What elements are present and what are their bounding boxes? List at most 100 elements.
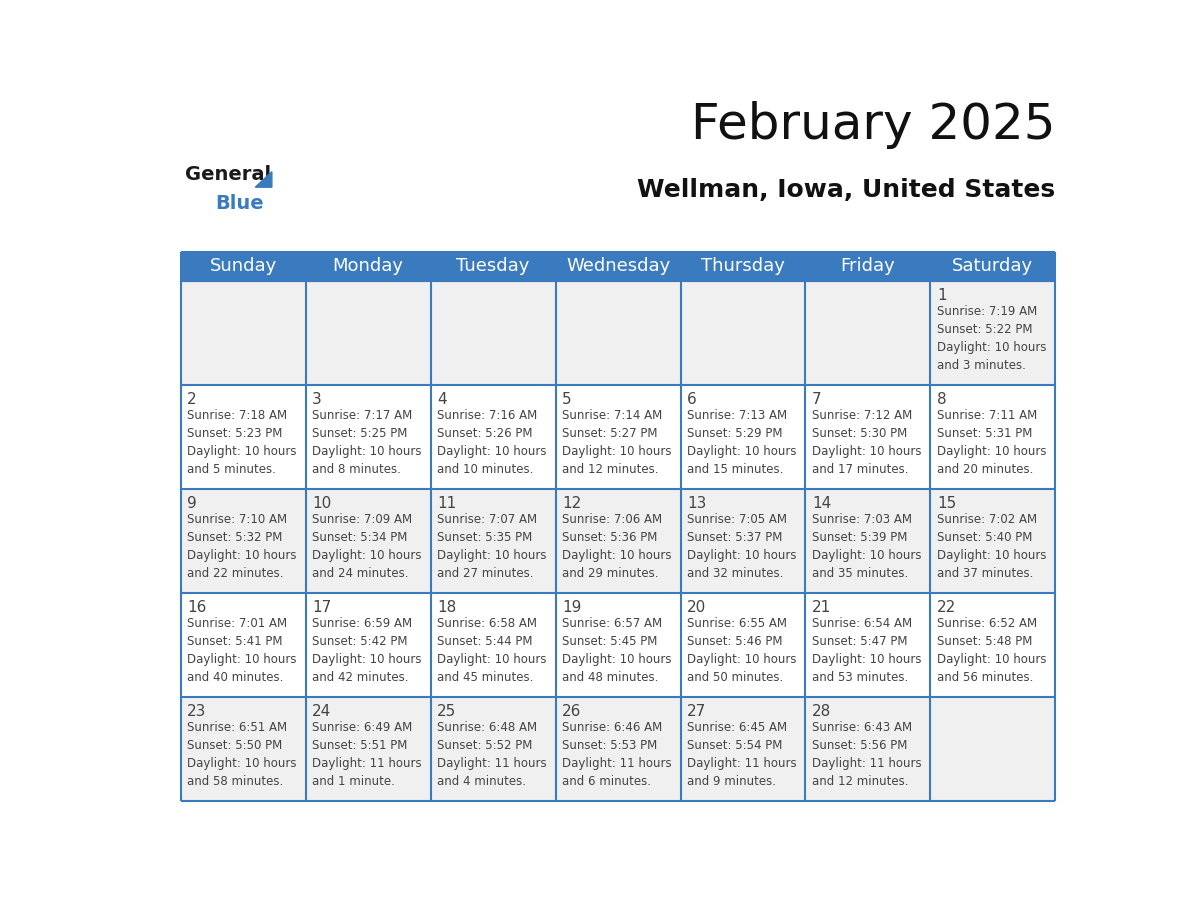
Text: Daylight: 10 hours: Daylight: 10 hours xyxy=(937,341,1047,354)
Text: 26: 26 xyxy=(562,704,581,720)
Text: 9: 9 xyxy=(188,497,197,511)
Polygon shape xyxy=(255,172,272,187)
Text: and 12 minutes.: and 12 minutes. xyxy=(562,464,658,476)
Text: Sunrise: 7:19 AM: Sunrise: 7:19 AM xyxy=(937,305,1037,318)
Text: 23: 23 xyxy=(188,704,207,720)
Text: Sunrise: 6:45 AM: Sunrise: 6:45 AM xyxy=(687,721,788,733)
Text: and 24 minutes.: and 24 minutes. xyxy=(312,567,409,580)
Text: Sunset: 5:45 PM: Sunset: 5:45 PM xyxy=(562,635,657,648)
Text: Sunset: 5:27 PM: Sunset: 5:27 PM xyxy=(562,427,657,440)
Text: and 3 minutes.: and 3 minutes. xyxy=(937,359,1025,373)
Text: Daylight: 10 hours: Daylight: 10 hours xyxy=(937,549,1047,562)
Text: Friday: Friday xyxy=(841,257,896,275)
Text: and 45 minutes.: and 45 minutes. xyxy=(437,671,533,685)
Text: and 56 minutes.: and 56 minutes. xyxy=(937,671,1034,685)
Text: and 22 minutes.: and 22 minutes. xyxy=(188,567,284,580)
Text: Daylight: 11 hours: Daylight: 11 hours xyxy=(687,757,797,770)
Text: Sunset: 5:53 PM: Sunset: 5:53 PM xyxy=(562,739,657,752)
Text: Sunrise: 6:54 AM: Sunrise: 6:54 AM xyxy=(811,617,912,630)
Text: Daylight: 11 hours: Daylight: 11 hours xyxy=(312,757,422,770)
Text: Daylight: 11 hours: Daylight: 11 hours xyxy=(437,757,546,770)
Text: Daylight: 10 hours: Daylight: 10 hours xyxy=(437,445,546,458)
Text: and 10 minutes.: and 10 minutes. xyxy=(437,464,533,476)
Text: Daylight: 10 hours: Daylight: 10 hours xyxy=(937,654,1047,666)
Text: 13: 13 xyxy=(687,497,707,511)
Text: Daylight: 10 hours: Daylight: 10 hours xyxy=(937,445,1047,458)
Text: Sunrise: 7:17 AM: Sunrise: 7:17 AM xyxy=(312,409,412,421)
Text: Sunset: 5:44 PM: Sunset: 5:44 PM xyxy=(437,635,532,648)
Text: Daylight: 10 hours: Daylight: 10 hours xyxy=(437,654,546,666)
Text: Saturday: Saturday xyxy=(953,257,1034,275)
Text: 21: 21 xyxy=(811,600,832,615)
Text: and 1 minute.: and 1 minute. xyxy=(312,776,394,789)
Text: and 48 minutes.: and 48 minutes. xyxy=(562,671,658,685)
Text: Sunrise: 6:52 AM: Sunrise: 6:52 AM xyxy=(937,617,1037,630)
Text: Daylight: 10 hours: Daylight: 10 hours xyxy=(188,445,297,458)
Text: 7: 7 xyxy=(811,392,822,408)
Text: Sunset: 5:50 PM: Sunset: 5:50 PM xyxy=(188,739,283,752)
Text: Sunrise: 7:03 AM: Sunrise: 7:03 AM xyxy=(811,513,912,526)
Text: Daylight: 10 hours: Daylight: 10 hours xyxy=(312,549,422,562)
Text: 4: 4 xyxy=(437,392,447,408)
Text: Daylight: 10 hours: Daylight: 10 hours xyxy=(188,549,297,562)
Text: and 17 minutes.: and 17 minutes. xyxy=(811,464,909,476)
Text: and 35 minutes.: and 35 minutes. xyxy=(811,567,908,580)
Text: Sunset: 5:31 PM: Sunset: 5:31 PM xyxy=(937,427,1032,440)
Text: Wellman, Iowa, United States: Wellman, Iowa, United States xyxy=(637,178,1055,202)
Text: 11: 11 xyxy=(437,497,456,511)
Text: Sunset: 5:32 PM: Sunset: 5:32 PM xyxy=(188,531,283,544)
Text: February 2025: February 2025 xyxy=(691,101,1055,149)
Text: Sunrise: 7:12 AM: Sunrise: 7:12 AM xyxy=(811,409,912,421)
Bar xyxy=(181,252,1055,281)
Text: Sunrise: 7:18 AM: Sunrise: 7:18 AM xyxy=(188,409,287,421)
Text: and 32 minutes.: and 32 minutes. xyxy=(687,567,783,580)
Text: Sunrise: 6:49 AM: Sunrise: 6:49 AM xyxy=(312,721,412,733)
Text: Sunset: 5:41 PM: Sunset: 5:41 PM xyxy=(188,635,283,648)
Bar xyxy=(181,281,1055,386)
Text: 20: 20 xyxy=(687,600,706,615)
Text: and 58 minutes.: and 58 minutes. xyxy=(188,776,284,789)
Text: 12: 12 xyxy=(562,497,581,511)
Text: Sunrise: 7:11 AM: Sunrise: 7:11 AM xyxy=(937,409,1037,421)
Text: Daylight: 10 hours: Daylight: 10 hours xyxy=(687,654,796,666)
Text: Daylight: 11 hours: Daylight: 11 hours xyxy=(562,757,671,770)
Text: Sunrise: 6:48 AM: Sunrise: 6:48 AM xyxy=(437,721,537,733)
Text: Sunset: 5:39 PM: Sunset: 5:39 PM xyxy=(811,531,908,544)
Text: Blue: Blue xyxy=(215,194,264,213)
Text: 1: 1 xyxy=(937,288,947,303)
Text: Sunset: 5:46 PM: Sunset: 5:46 PM xyxy=(687,635,783,648)
Text: General: General xyxy=(185,165,271,185)
Text: and 29 minutes.: and 29 minutes. xyxy=(562,567,658,580)
Text: and 40 minutes.: and 40 minutes. xyxy=(188,671,284,685)
Text: Sunrise: 7:01 AM: Sunrise: 7:01 AM xyxy=(188,617,287,630)
Bar xyxy=(181,489,1055,593)
Text: Sunset: 5:42 PM: Sunset: 5:42 PM xyxy=(312,635,407,648)
Text: Sunset: 5:30 PM: Sunset: 5:30 PM xyxy=(811,427,908,440)
Text: 24: 24 xyxy=(312,704,331,720)
Text: Sunrise: 6:57 AM: Sunrise: 6:57 AM xyxy=(562,617,662,630)
Text: and 15 minutes.: and 15 minutes. xyxy=(687,464,783,476)
Text: Daylight: 10 hours: Daylight: 10 hours xyxy=(562,549,671,562)
Text: 17: 17 xyxy=(312,600,331,615)
Text: and 53 minutes.: and 53 minutes. xyxy=(811,671,908,685)
Text: and 5 minutes.: and 5 minutes. xyxy=(188,464,276,476)
Text: Daylight: 10 hours: Daylight: 10 hours xyxy=(811,549,922,562)
Text: Sunrise: 6:51 AM: Sunrise: 6:51 AM xyxy=(188,721,287,733)
Bar xyxy=(181,386,1055,489)
Text: Sunset: 5:23 PM: Sunset: 5:23 PM xyxy=(188,427,283,440)
Text: Sunset: 5:40 PM: Sunset: 5:40 PM xyxy=(937,531,1032,544)
Text: Sunset: 5:35 PM: Sunset: 5:35 PM xyxy=(437,531,532,544)
Text: and 12 minutes.: and 12 minutes. xyxy=(811,776,909,789)
Text: Sunset: 5:36 PM: Sunset: 5:36 PM xyxy=(562,531,657,544)
Text: Sunrise: 6:46 AM: Sunrise: 6:46 AM xyxy=(562,721,662,733)
Bar xyxy=(181,593,1055,698)
Text: 25: 25 xyxy=(437,704,456,720)
Text: Sunrise: 7:10 AM: Sunrise: 7:10 AM xyxy=(188,513,287,526)
Text: Sunset: 5:26 PM: Sunset: 5:26 PM xyxy=(437,427,532,440)
Text: Daylight: 10 hours: Daylight: 10 hours xyxy=(437,549,546,562)
Text: 22: 22 xyxy=(937,600,956,615)
Text: Tuesday: Tuesday xyxy=(456,257,530,275)
Text: 3: 3 xyxy=(312,392,322,408)
Text: Sunday: Sunday xyxy=(209,257,277,275)
Text: Sunrise: 6:58 AM: Sunrise: 6:58 AM xyxy=(437,617,537,630)
